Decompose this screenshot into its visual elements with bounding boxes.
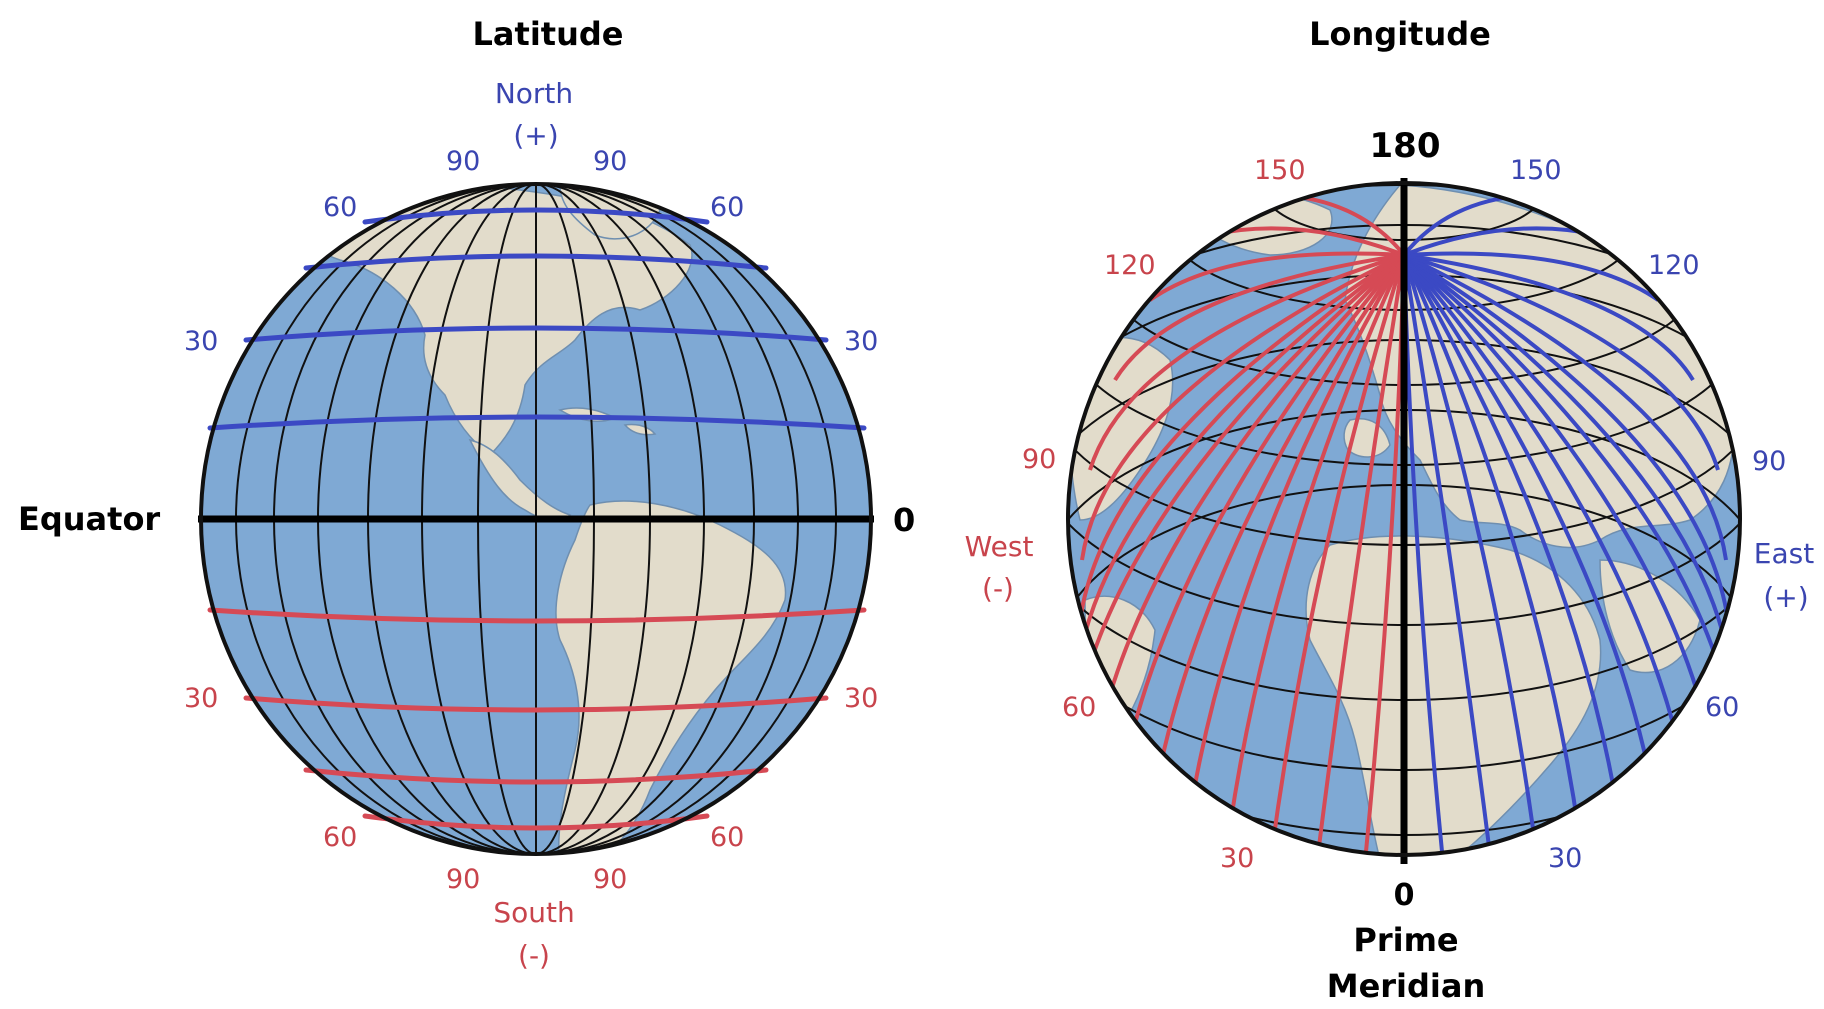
longitude-globe-outline	[1066, 181, 1742, 857]
lat-south-tick-30-left: 30	[184, 683, 218, 714]
lat-south-tick-90-right: 90	[593, 864, 627, 895]
longitude-title: Longitude	[1309, 15, 1491, 53]
lat-north-tick-30-right: 30	[844, 326, 878, 357]
meridian-180-label: 180	[1370, 126, 1441, 166]
lon-west-tick-120: 120	[1104, 250, 1156, 281]
lat-south-tick-60-right: 60	[710, 822, 744, 853]
south-sign: (-)	[518, 939, 550, 972]
latitude-south-ticks: 30 30 60 60 90 90	[184, 683, 878, 895]
lat-south-tick-30-right: 30	[844, 683, 878, 714]
latitude-globe	[198, 182, 874, 856]
lon-east-tick-120: 120	[1648, 250, 1700, 281]
north-sign: (+)	[513, 119, 558, 152]
meridian-0-label: 0	[1394, 878, 1415, 913]
lat-north-tick-90-left: 90	[446, 146, 480, 177]
east-label: East	[1754, 537, 1814, 570]
latitude-north-ticks: 30 30 60 60 90 90	[184, 146, 878, 357]
prime-label-line-2: Meridian	[1327, 967, 1486, 1005]
lat-north-tick-90-right: 90	[593, 146, 627, 177]
west-label: West	[965, 530, 1034, 563]
south-latitude-lines	[207, 607, 867, 831]
north-latitude-lines	[207, 207, 867, 431]
east-sign: (+)	[1763, 581, 1808, 614]
lon-west-tick-30: 30	[1220, 843, 1254, 874]
north-label: North	[495, 77, 573, 110]
longitude-east-ticks: 30 60 90 120 150	[1510, 155, 1786, 874]
latitude-globe-outline	[199, 182, 873, 856]
lon-west-tick-150: 150	[1254, 155, 1306, 186]
equator-label: Equator	[18, 500, 160, 538]
lon-east-tick-90: 90	[1752, 446, 1786, 477]
lon-west-tick-90: 90	[1022, 444, 1056, 475]
prime-label-line-1: Prime	[1353, 921, 1458, 959]
lat-north-tick-60-left: 60	[323, 192, 357, 223]
latitude-globe-land	[296, 184, 787, 854]
lon-east-tick-30: 30	[1548, 843, 1582, 874]
lat-south-tick-60-left: 60	[323, 822, 357, 853]
east-meridians	[1402, 193, 1738, 855]
south-label: South	[493, 896, 574, 929]
lon-east-tick-150: 150	[1510, 155, 1562, 186]
lat-north-tick-30-left: 30	[184, 326, 218, 357]
lon-east-tick-60: 60	[1705, 692, 1739, 723]
lat-north-tick-60-right: 60	[710, 192, 744, 223]
longitude-west-ticks: 30 60 90 120 150	[1022, 155, 1306, 874]
equator-value: 0	[893, 501, 915, 539]
west-sign: (-)	[982, 572, 1014, 605]
lat-south-tick-90-left: 90	[446, 864, 480, 895]
latitude-title: Latitude	[473, 15, 624, 53]
lon-west-tick-60: 60	[1062, 692, 1096, 723]
